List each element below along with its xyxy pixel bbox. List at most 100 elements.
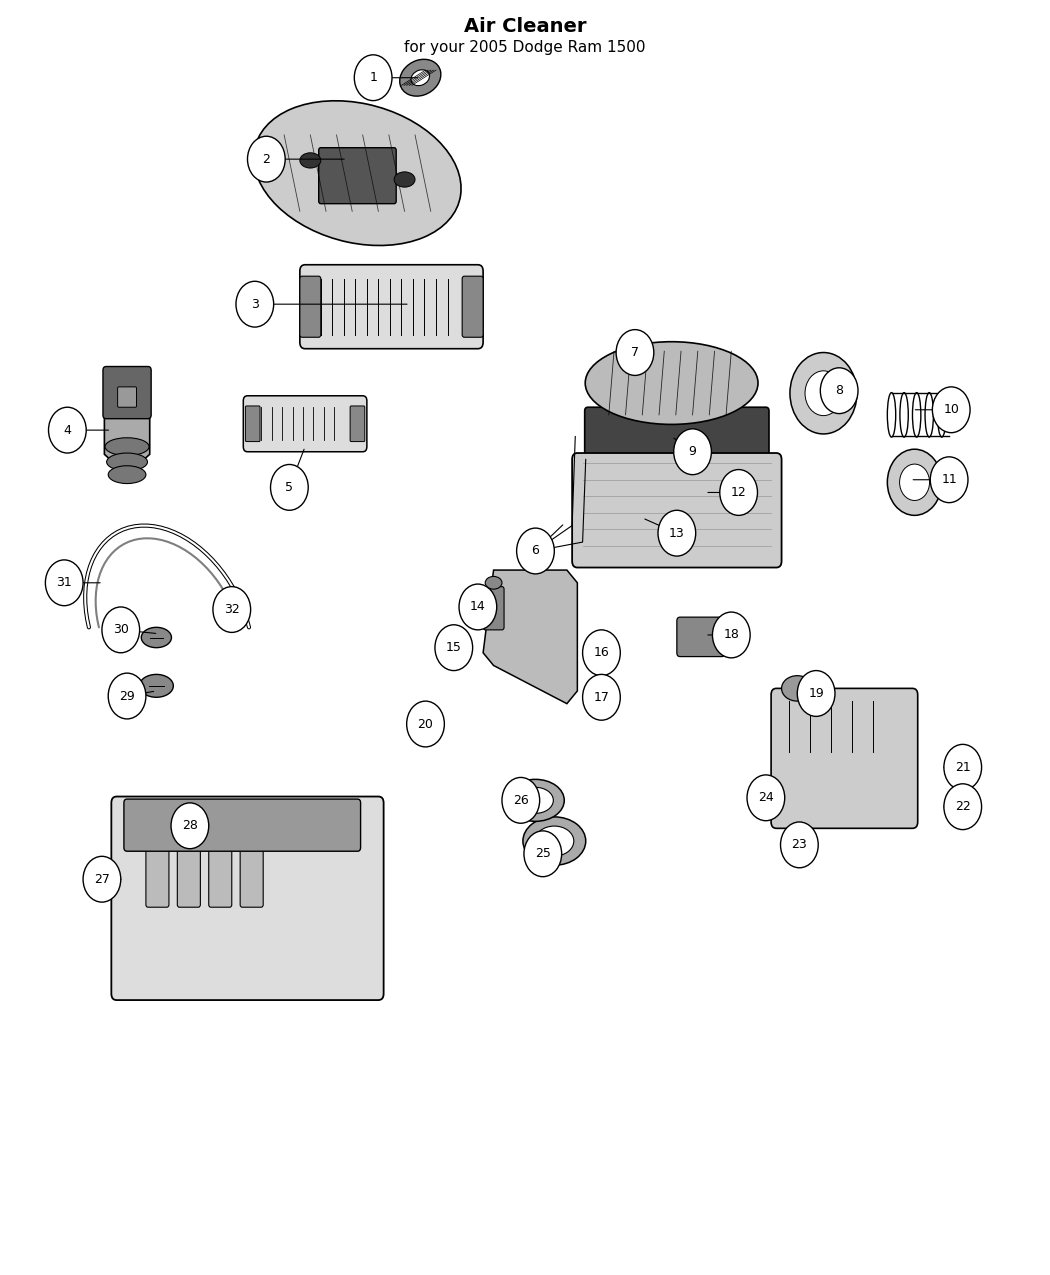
- FancyBboxPatch shape: [462, 277, 483, 338]
- Circle shape: [435, 625, 472, 671]
- FancyBboxPatch shape: [177, 826, 201, 908]
- Text: 24: 24: [758, 792, 774, 805]
- FancyBboxPatch shape: [677, 617, 724, 657]
- FancyBboxPatch shape: [300, 265, 483, 348]
- Ellipse shape: [781, 676, 813, 701]
- Ellipse shape: [485, 576, 502, 589]
- Ellipse shape: [105, 437, 149, 455]
- Circle shape: [406, 701, 444, 747]
- Circle shape: [248, 136, 286, 182]
- Text: 16: 16: [593, 646, 609, 659]
- Circle shape: [354, 55, 392, 101]
- Ellipse shape: [142, 627, 171, 648]
- FancyBboxPatch shape: [572, 453, 781, 567]
- Circle shape: [674, 428, 712, 474]
- Text: 6: 6: [531, 544, 540, 557]
- Text: 4: 4: [63, 423, 71, 436]
- Text: 14: 14: [470, 601, 486, 613]
- FancyBboxPatch shape: [118, 386, 136, 407]
- Ellipse shape: [300, 153, 321, 168]
- Circle shape: [797, 671, 835, 717]
- FancyBboxPatch shape: [240, 826, 264, 908]
- FancyBboxPatch shape: [350, 405, 364, 441]
- Circle shape: [944, 784, 982, 830]
- FancyBboxPatch shape: [319, 148, 396, 204]
- FancyBboxPatch shape: [771, 688, 918, 829]
- Ellipse shape: [394, 172, 415, 187]
- Circle shape: [887, 449, 942, 515]
- Ellipse shape: [534, 826, 573, 856]
- FancyBboxPatch shape: [124, 799, 360, 852]
- Circle shape: [524, 831, 562, 877]
- Text: 11: 11: [941, 473, 957, 486]
- Text: 3: 3: [251, 297, 258, 311]
- Text: 7: 7: [631, 346, 639, 360]
- FancyBboxPatch shape: [300, 277, 321, 338]
- Text: 23: 23: [792, 839, 807, 852]
- Text: 5: 5: [286, 481, 293, 493]
- Polygon shape: [483, 570, 578, 704]
- Text: 22: 22: [954, 801, 970, 813]
- Circle shape: [502, 778, 540, 824]
- Circle shape: [102, 607, 140, 653]
- Circle shape: [658, 510, 696, 556]
- Circle shape: [236, 282, 274, 328]
- Text: 13: 13: [669, 527, 685, 539]
- FancyBboxPatch shape: [209, 826, 232, 908]
- Text: 28: 28: [182, 820, 197, 833]
- Text: 12: 12: [731, 486, 747, 499]
- Ellipse shape: [585, 342, 758, 425]
- Text: 10: 10: [943, 403, 959, 416]
- Circle shape: [805, 371, 842, 416]
- Text: 1: 1: [370, 71, 377, 84]
- Text: 21: 21: [954, 761, 970, 774]
- Circle shape: [930, 456, 968, 502]
- Circle shape: [171, 803, 209, 849]
- Ellipse shape: [411, 70, 429, 85]
- Circle shape: [900, 464, 929, 501]
- Circle shape: [583, 630, 621, 676]
- Circle shape: [271, 464, 309, 510]
- Circle shape: [459, 584, 497, 630]
- Text: 19: 19: [808, 687, 824, 700]
- Circle shape: [583, 674, 621, 720]
- Circle shape: [747, 775, 784, 821]
- Text: 29: 29: [120, 690, 135, 703]
- Text: 15: 15: [446, 641, 462, 654]
- Text: 30: 30: [112, 623, 129, 636]
- FancyBboxPatch shape: [246, 405, 260, 441]
- Text: for your 2005 Dodge Ram 1500: for your 2005 Dodge Ram 1500: [404, 40, 646, 55]
- Circle shape: [616, 330, 654, 375]
- FancyBboxPatch shape: [103, 366, 151, 418]
- FancyBboxPatch shape: [585, 407, 769, 465]
- Text: 8: 8: [835, 384, 843, 398]
- Circle shape: [108, 673, 146, 719]
- Circle shape: [48, 407, 86, 453]
- Text: 2: 2: [262, 153, 270, 166]
- Polygon shape: [104, 393, 150, 474]
- FancyBboxPatch shape: [483, 586, 504, 630]
- Ellipse shape: [507, 779, 564, 821]
- Circle shape: [720, 469, 757, 515]
- Text: 20: 20: [418, 718, 434, 731]
- Circle shape: [820, 367, 858, 413]
- Circle shape: [780, 822, 818, 868]
- Circle shape: [790, 352, 857, 434]
- Text: Air Cleaner: Air Cleaner: [464, 17, 586, 36]
- Circle shape: [213, 586, 251, 632]
- Ellipse shape: [107, 453, 147, 470]
- Circle shape: [83, 857, 121, 903]
- Ellipse shape: [108, 465, 146, 483]
- Text: 32: 32: [224, 603, 239, 616]
- Text: 9: 9: [689, 445, 696, 458]
- Circle shape: [517, 528, 554, 574]
- Circle shape: [944, 745, 982, 790]
- Ellipse shape: [140, 674, 173, 697]
- Circle shape: [713, 612, 750, 658]
- Text: 27: 27: [94, 872, 110, 886]
- Ellipse shape: [400, 60, 441, 96]
- Ellipse shape: [523, 817, 586, 866]
- FancyBboxPatch shape: [244, 395, 366, 451]
- Ellipse shape: [518, 788, 553, 813]
- Text: 17: 17: [593, 691, 609, 704]
